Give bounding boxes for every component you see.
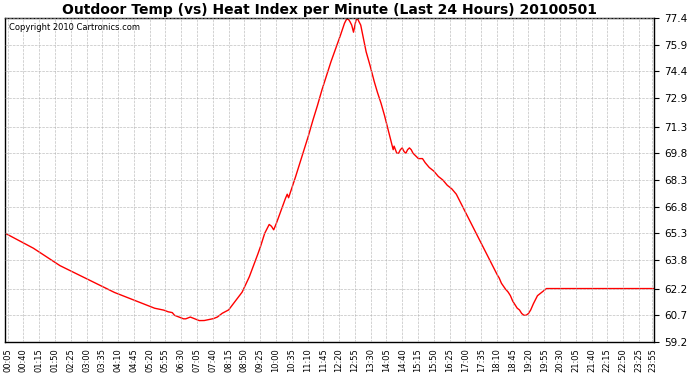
Text: Copyright 2010 Cartronics.com: Copyright 2010 Cartronics.com [9, 23, 139, 32]
Title: Outdoor Temp (vs) Heat Index per Minute (Last 24 Hours) 20100501: Outdoor Temp (vs) Heat Index per Minute … [62, 3, 598, 17]
